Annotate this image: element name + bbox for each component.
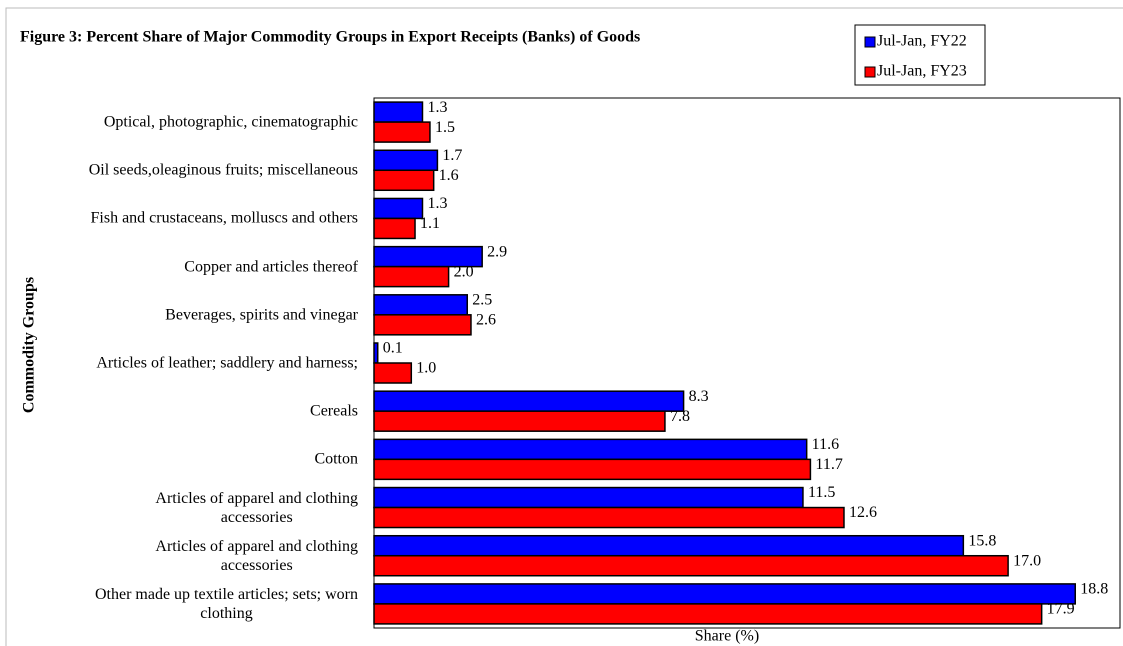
- data-label: 18.8: [1080, 581, 1108, 598]
- data-label: 1.7: [442, 147, 462, 164]
- y-axis-label: Commodity Groups: [21, 277, 38, 413]
- bar: [373, 197, 424, 220]
- bar: [373, 342, 379, 364]
- data-label: 12.6: [849, 504, 877, 521]
- data-label: 15.8: [968, 532, 996, 549]
- bar: [373, 390, 685, 412]
- data-label: 1.5: [435, 119, 455, 136]
- bar: [373, 362, 413, 384]
- data-label: 2.9: [487, 243, 507, 260]
- y-tick-label: Optical, photographic, cinematographic: [103, 113, 358, 131]
- y-tick-label: Articles of apparel and clothing accesso…: [155, 489, 358, 526]
- bar: [373, 603, 1043, 625]
- data-label: 1.3: [427, 195, 447, 212]
- y-tick-label: Articles of leather; saddlery and harnes…: [96, 354, 358, 372]
- data-label: 1.0: [416, 360, 436, 377]
- y-tick-label: Fish and crustaceans, molluscs and other…: [90, 209, 359, 227]
- data-label: 1.3: [427, 99, 447, 116]
- bar: [373, 534, 965, 557]
- legend-label: Jul-Jan, FY23: [877, 63, 967, 80]
- bar: [373, 554, 1009, 577]
- data-label: 0.1: [383, 340, 403, 357]
- frame: [5, 7, 1123, 646]
- bar: [373, 169, 435, 192]
- legend-swatch: [864, 66, 876, 78]
- bar: [373, 314, 472, 336]
- legend-swatch: [864, 36, 876, 48]
- legend-label: Jul-Jan, FY22: [877, 33, 967, 50]
- bar: [373, 101, 424, 123]
- data-label: 2.0: [454, 263, 474, 280]
- data-label: 11.6: [812, 436, 839, 453]
- bar: [373, 583, 1076, 605]
- bar: [373, 458, 812, 481]
- chart-title: Figure 3: Percent Share of Major Commodi…: [20, 29, 640, 46]
- bar: [373, 149, 439, 172]
- data-label: 7.8: [670, 408, 690, 425]
- y-tick-label: Articles of apparel and clothing accesso…: [155, 537, 358, 574]
- data-label: 1.1: [420, 215, 440, 232]
- bar: [373, 486, 804, 509]
- data-label: 1.6: [439, 167, 459, 184]
- bar: [373, 121, 431, 143]
- bar: [373, 294, 468, 316]
- y-tick-label: Copper and articles thereof: [184, 258, 358, 276]
- y-tick-label: Oil seeds,oleaginous fruits; miscellaneo…: [88, 161, 358, 179]
- data-label: 17.9: [1047, 601, 1075, 618]
- data-label: 2.5: [472, 291, 492, 308]
- data-label: 8.3: [689, 388, 709, 405]
- x-axis-label: Share (%): [695, 628, 759, 645]
- y-tick-label: Beverages, spirits and vinegar: [165, 306, 358, 324]
- data-label: 17.0: [1013, 552, 1041, 569]
- bar: [373, 410, 666, 432]
- bar: [373, 506, 845, 529]
- y-tick-label: Cereals: [310, 402, 358, 420]
- data-label: 11.5: [808, 484, 835, 501]
- bar: [373, 265, 450, 288]
- y-tick-label: Other made up textile articles; sets; wo…: [94, 585, 358, 622]
- legend-box: [854, 24, 986, 86]
- bar: [373, 438, 808, 461]
- data-label: 2.6: [476, 311, 496, 328]
- data-label: 11.7: [815, 456, 842, 473]
- bar: [373, 217, 416, 240]
- y-tick-label: Cotton: [314, 450, 358, 468]
